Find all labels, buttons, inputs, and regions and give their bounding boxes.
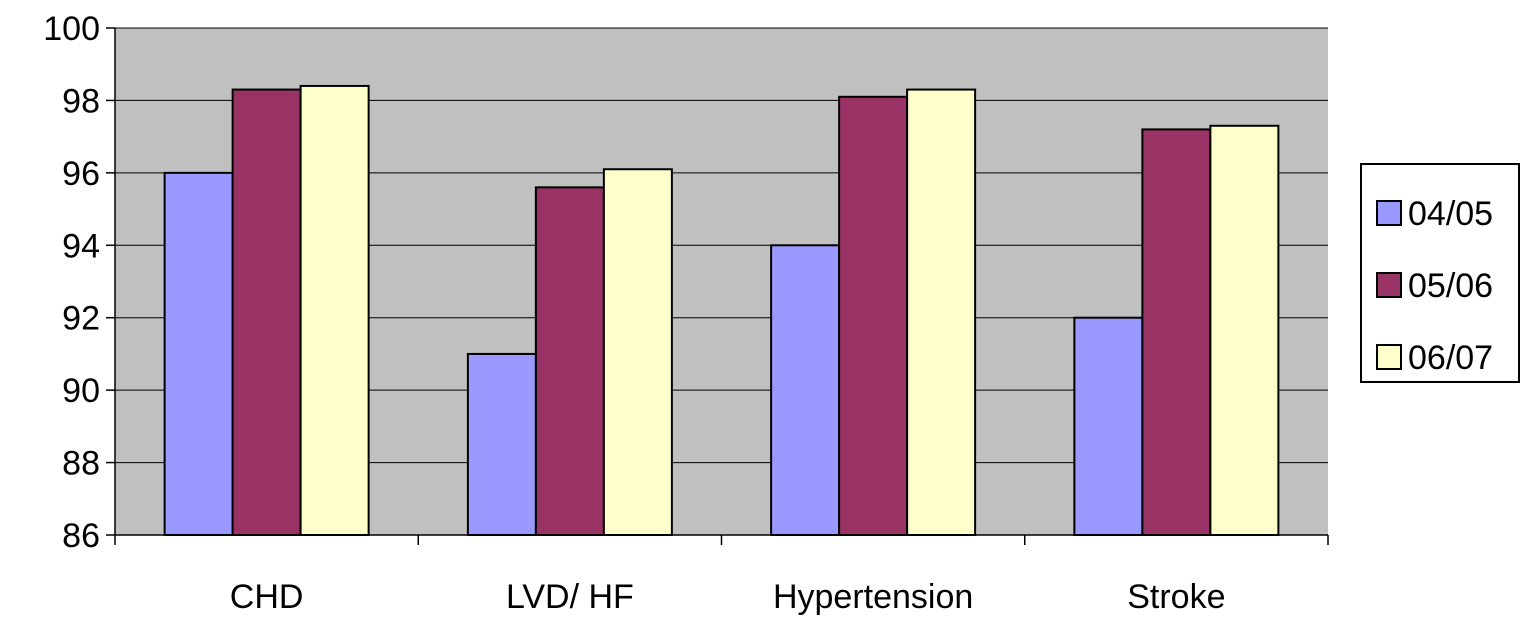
bar	[534, 186, 605, 536]
bar	[838, 95, 909, 537]
y-tick-label: 90	[62, 372, 100, 410]
y-tick-label: 92	[62, 300, 100, 338]
bar	[299, 84, 370, 536]
x-tick-label: Stroke	[1127, 578, 1225, 616]
y-tick-label: 100	[43, 10, 100, 48]
x-axis-ticks: CHD LVD/ HF Hypertension Stroke	[114, 535, 1329, 616]
bar	[231, 88, 302, 536]
bar	[602, 168, 673, 536]
x-tick-label: LVD/ HF	[506, 578, 634, 616]
x-tick-label: Hypertension	[773, 578, 973, 616]
bar	[1209, 124, 1280, 537]
bar	[906, 88, 977, 536]
legend-swatch	[1376, 272, 1402, 298]
y-axis-ticks: 86 88 90 92 94 96 98 100	[43, 10, 115, 555]
bar	[1073, 316, 1144, 537]
y-tick-label: 96	[62, 155, 100, 193]
bar	[163, 171, 234, 536]
bar	[1141, 128, 1212, 536]
legend-label: 04/05	[1408, 195, 1493, 233]
legend-label: 05/06	[1408, 267, 1493, 305]
legend-swatch	[1376, 200, 1402, 226]
bar	[466, 352, 537, 536]
legend-swatch	[1376, 344, 1402, 370]
x-tick-label: CHD	[230, 578, 304, 616]
bar	[770, 244, 841, 537]
y-tick-label: 86	[62, 517, 100, 555]
legend-label: 06/07	[1408, 339, 1493, 377]
legend: 04/05 05/06 06/07	[1360, 163, 1520, 383]
y-tick-label: 88	[62, 445, 100, 483]
y-tick-label: 94	[62, 227, 100, 265]
y-tick-label: 98	[62, 82, 100, 120]
